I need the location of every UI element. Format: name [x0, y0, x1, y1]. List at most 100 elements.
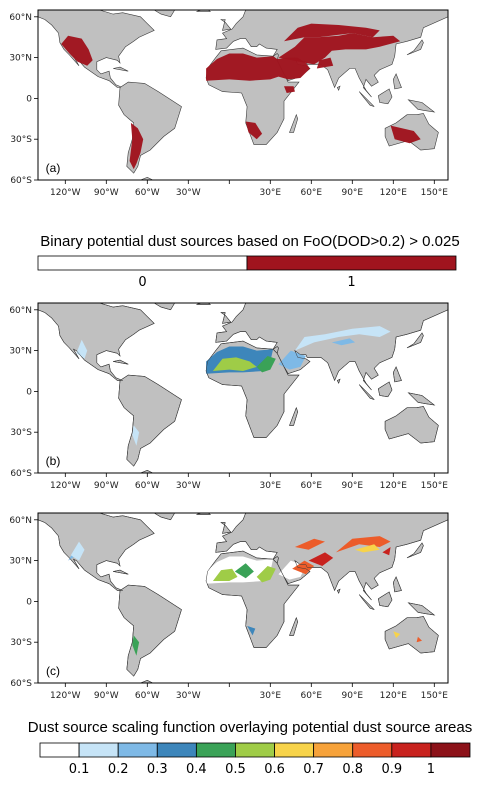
coastline-antarcticaTip — [140, 680, 153, 683]
coastline-sumatra — [359, 594, 375, 610]
colorbar-scaling-label: 1 — [427, 762, 435, 777]
lon-tick-label: 30°E — [259, 691, 281, 701]
colorbar-scaling-box — [39, 742, 80, 758]
lon-tick-label: 90°E — [341, 691, 363, 701]
dust-source-region — [129, 122, 144, 170]
land-northAmerica — [38, 10, 155, 88]
dust-scaling-region — [278, 350, 306, 370]
lat-tick-label: 30°N — [9, 347, 32, 357]
map-content — [38, 513, 467, 683]
colorbar-scaling-box — [235, 742, 275, 758]
colorbar-scaling-box — [78, 742, 119, 758]
lon-tick-label: 90°W — [94, 481, 119, 491]
map-content — [38, 10, 467, 180]
coastline-arabianFix — [272, 556, 279, 564]
colorbar-scaling-box — [156, 742, 197, 758]
dust-source-region — [284, 86, 295, 93]
colorbar-binary-label: 0 — [138, 275, 146, 290]
lat-tick-label: 60°N — [9, 13, 32, 23]
coastline-southAmerica — [118, 584, 182, 677]
dust-scaling-region — [247, 625, 256, 636]
panel-label-box — [41, 663, 65, 679]
dust-scaling-region — [416, 636, 422, 643]
coastline-philippines — [393, 366, 402, 383]
coastline-philippines — [393, 576, 402, 593]
dust-source-region — [316, 57, 334, 69]
dust-scaling-region — [294, 326, 391, 351]
lon-tick-label: 120°W — [50, 691, 81, 701]
colorbar-binary-label: 1 — [347, 275, 355, 290]
dust-source-region — [390, 125, 421, 144]
lon-tick-label: 60°E — [300, 188, 322, 198]
coastline-japan — [406, 332, 424, 349]
land-eurasia — [215, 10, 448, 98]
colorbar-scaling-label: 0.2 — [108, 762, 129, 777]
map-frame — [37, 9, 449, 181]
land-sumatra — [358, 91, 375, 107]
map-frame — [37, 302, 449, 474]
coastline-arabianFix — [272, 346, 279, 354]
dust-scaling-region — [294, 538, 325, 550]
land-greenland — [153, 10, 182, 18]
colorbar-scaling-label: 0.7 — [303, 762, 324, 777]
coastline-madagascar — [289, 406, 298, 426]
dust-source-region — [284, 23, 380, 42]
colorbar-scaling-label: 0.3 — [147, 762, 168, 777]
dust-scaling-region — [256, 356, 276, 373]
dust-scaling-region — [212, 357, 257, 371]
colorbar-scaling-label: 0.5 — [225, 762, 246, 777]
land-nz — [456, 656, 467, 664]
lat-tick-label: 30°S — [10, 428, 32, 438]
colorbar-scaling-svg: 0.1 0.2 0.3 0.4 0.5 0.6 0.7 0.8 0.9 1 — [39, 742, 471, 777]
coastline-eurasia — [215, 513, 448, 601]
panel-label-box — [41, 160, 65, 176]
lon-tick-label: 150°E — [421, 481, 449, 491]
lat-tick-label: 30°S — [10, 135, 32, 145]
dust-scaling-region — [308, 552, 334, 566]
land-cuba — [113, 66, 129, 72]
lon-tick-label: 30°W — [176, 481, 201, 491]
lon-tick-label: 30°W — [176, 691, 201, 701]
lon-tick-label: 60°W — [135, 188, 160, 198]
coastline-africa — [205, 340, 300, 438]
coastline-britain — [220, 312, 232, 324]
lon-tick-label: 90°E — [341, 188, 363, 198]
coastline-northAmerica — [38, 513, 155, 591]
lon-tick-label: 60°E — [300, 481, 322, 491]
dust-scaling-region — [132, 425, 140, 446]
coastline-cuba — [113, 359, 129, 365]
coastline-newGuinea — [407, 392, 436, 406]
lon-tick-label: 30°E — [259, 188, 281, 198]
panel-label: (b) — [46, 454, 61, 468]
lon-tick-label: 90°W — [94, 188, 119, 198]
map-panel-a: 120°W 90°W 60°W 30°W 30°E 60°E 90°E 120°E 150°E 6… — [0, 0, 500, 225]
map-frame — [37, 512, 449, 684]
coastline-britain — [220, 522, 232, 534]
lon-tick-label: 120°E — [380, 188, 408, 198]
dust-source-region — [206, 53, 310, 81]
dust-scaling-region — [70, 541, 85, 561]
coastline-greenland — [153, 303, 182, 311]
lat-tick-label: 60°S — [10, 679, 32, 689]
coastline-nz — [456, 446, 467, 454]
dust-scaling-region — [355, 544, 380, 553]
panel-label-box — [41, 453, 65, 469]
colorbar-scaling-label: 0.8 — [342, 762, 363, 777]
coastline-northAmerica — [38, 303, 155, 381]
lat-tick-label: 30°N — [9, 557, 32, 567]
dust-scaling-region — [234, 563, 254, 579]
lon-tick-label: 120°E — [380, 691, 408, 701]
land-madagascar — [289, 113, 299, 133]
land-nz — [456, 153, 467, 161]
colorbar-scaling-box — [352, 742, 393, 758]
lon-tick-label: 60°E — [300, 691, 322, 701]
map-a: 120°W 90°W 60°W 30°W 30°E 60°E 90°E 120°E 150°E 6… — [9, 9, 467, 198]
land-sriLanka — [336, 85, 341, 91]
dust-source-region — [61, 35, 93, 66]
lat-tick-label: 60°N — [9, 306, 32, 316]
dust-scaling-region — [382, 547, 391, 556]
map-panel-c: 120°W 90°W 60°W 30°W 30°E 60°E 90°E 120°E 150°E 6… — [0, 503, 500, 708]
coastline-cuba — [113, 569, 129, 575]
coastline-newGuinea — [407, 602, 436, 616]
